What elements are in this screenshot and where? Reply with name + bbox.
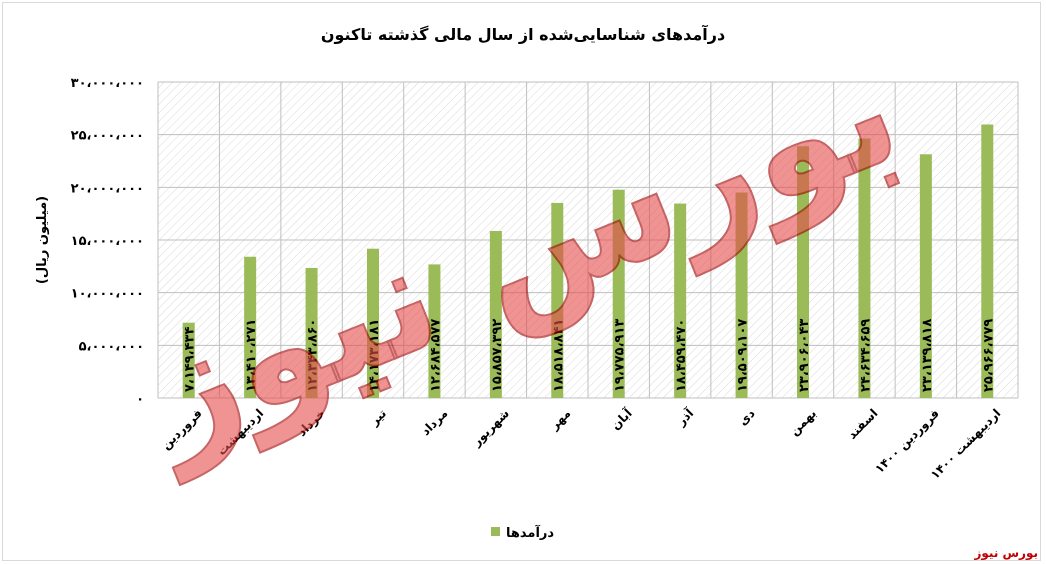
x-tick-label: مهر [547,406,574,433]
bar [735,192,748,398]
bar [797,146,809,398]
data-label: ۱۴،۱۷۳،۱۸۱ [367,319,382,392]
data-label: ۲۵،۹۶۶،۷۷۹ [981,319,996,392]
x-tick-label: آبان [608,405,636,433]
bar [919,154,932,398]
legend-label: درآمدها [506,524,554,541]
bar [489,230,502,398]
bar [981,124,994,398]
bar [674,203,687,398]
data-label: ۱۳،۴۱۰،۲۷۱ [244,319,259,392]
data-labels: ۷،۱۴۹،۴۳۴ ۱۳،۴۱۰،۲۷۱ ۱۲،۳۴۳،۸۶۰ ۱۴،۱۷۳،۱۸۱ ۱… [183,319,997,392]
data-label: ۲۳،۹۰۶،۰۴۳ [797,319,812,392]
data-label: ۷،۱۴۹،۴۳۴ [183,327,198,392]
y-tick-label: ۲۵،۰۰۰،۰۰۰ [71,129,144,144]
y-tick-label: ۵،۰۰۰،۰۰۰ [79,339,144,354]
bar [305,267,318,398]
data-label: ۱۸،۵۱۸،۸۴۱ [551,319,566,392]
x-tick-label: فروردین ۱۴۰۰ [872,406,942,476]
y-tick-label: ۱۵،۰۰۰،۰۰۰ [71,234,144,249]
x-tick-label: دی [736,406,758,428]
x-tick-label: شهریور [469,406,513,450]
data-label: ۱۲،۳۴۳،۸۶۰ [306,319,321,392]
bar [367,248,379,398]
plot-area [157,81,1019,399]
bar [612,189,625,398]
data-label: ۱۹،۵۰۹،۱۰۷ [736,319,751,392]
bar [244,256,257,398]
y-tick-label: ۰ [136,392,144,407]
y-tick-label: ۱۰،۰۰۰،۰۰۰ [71,287,144,302]
data-label: ۲۳،۱۳۹،۸۱۸ [920,319,935,392]
data-label: ۱۲،۶۸۴،۵۷۷ [428,319,443,392]
x-tick-label: مرداد [418,406,450,438]
chart-title: درآمدهای شناسایی‌شده از سال مالی گذشته ت… [321,24,725,44]
bar [428,264,441,398]
x-tick-label: آذر [673,405,697,429]
y-tick-label: ۳۰،۰۰۰،۰۰۰ [71,76,144,91]
legend-swatch [491,527,500,536]
y-tick-label: ۲۰،۰۰۰،۰۰۰ [71,181,144,196]
data-label: ۱۹،۷۷۵،۹۱۳ [613,319,628,392]
bar [182,322,195,398]
y-axis-title: (میلیون ریال) [35,196,50,284]
data-label: ۱۸،۴۵۹،۴۷۰ [674,319,689,392]
footer-brand: بورس نیوز [974,546,1038,560]
legend: درآمدها [491,524,554,541]
bar [551,202,564,398]
x-tick-label: تیر [367,406,390,429]
data-label: ۱۵،۸۵۷،۳۹۲ [490,319,505,392]
data-label: ۲۴،۶۳۴،۶۵۹ [858,319,873,392]
x-tick-label: اسفند [845,406,881,442]
bar [858,138,871,398]
bar-series [182,124,994,398]
x-tick-label: بهمن [787,406,819,438]
y-axis: ۰ ۵،۰۰۰،۰۰۰ ۱۰،۰۰۰،۰۰۰ ۱۵،۰۰۰،۰۰۰ ۲۰،۰۰۰،۰۰۰… [71,76,144,407]
